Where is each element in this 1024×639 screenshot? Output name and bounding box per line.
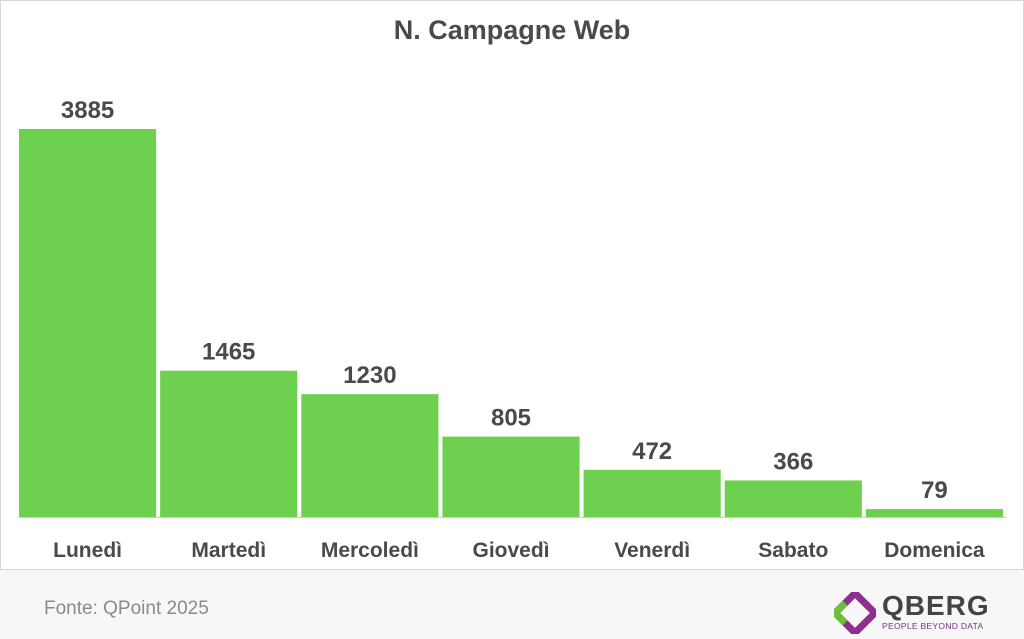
bar-1	[19, 129, 157, 517]
bar-chart: 3885 Lunedì 1465 Martedì 1230 Mercoledì 805 Gio…	[19, 97, 1007, 562]
data-label-7: 79	[921, 477, 948, 504]
logo-wordmark: QBERG	[882, 590, 990, 621]
category-label-2: Martedì	[191, 539, 266, 562]
category-label-6: Sabato	[758, 539, 828, 562]
category-label-1: Lunedì	[53, 539, 122, 562]
logo-tagline: PEOPLE BEYOND DATA	[882, 621, 984, 631]
bar-6	[724, 480, 862, 517]
data-label-2: 1465	[202, 339, 255, 366]
category-label-4: Giovedì	[472, 539, 549, 562]
data-label-5: 472	[632, 438, 672, 465]
category-label-3: Mercoledì	[321, 539, 419, 562]
bar-3	[301, 394, 439, 517]
data-label-3: 1230	[343, 362, 396, 389]
source-note: Fonte: QPoint 2025	[44, 598, 209, 619]
bar-5	[583, 469, 721, 517]
category-label-7: Domenica	[884, 539, 985, 562]
bar-4	[442, 436, 580, 517]
data-label-1: 3885	[61, 97, 114, 124]
bar-7	[865, 509, 1003, 517]
category-label-5: Venerdì	[614, 539, 690, 562]
data-label-6: 366	[773, 448, 813, 475]
bar-2	[160, 370, 298, 517]
chart-title: N. Campagne Web	[393, 15, 631, 45]
chart-card: N. Campagne Web 3885 Lunedì 1465 Martedì 123…	[0, 0, 1024, 570]
qberg-logo: QBERG PEOPLE BEYOND DATA	[834, 590, 989, 634]
qberg-logo-mark-icon	[834, 592, 876, 634]
data-label-4: 805	[491, 405, 531, 432]
